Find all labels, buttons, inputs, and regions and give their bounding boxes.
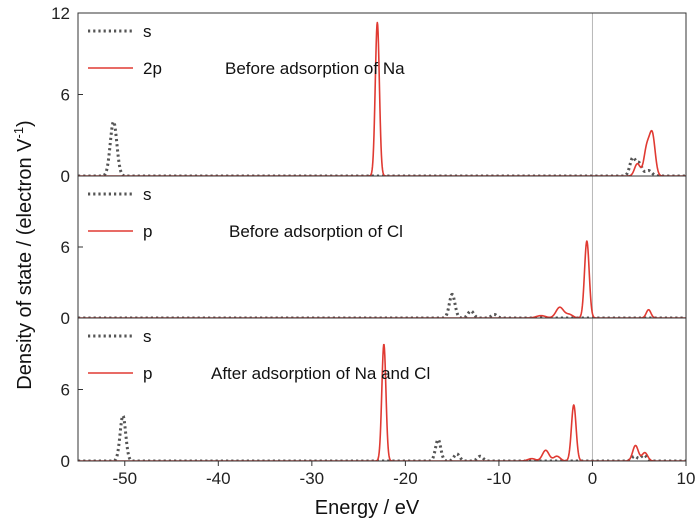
y-axis-title-close: )	[14, 120, 36, 127]
legend-label-2p: 2p	[143, 59, 162, 78]
panel-2: 0 6 sp Before adsorption of Cl	[61, 176, 686, 328]
y-tick-label: 12	[51, 4, 70, 23]
y-tick-label: 0	[61, 452, 70, 471]
y-tick-label: 6	[61, 238, 70, 257]
panel-annotation: Before adsorption of Cl	[229, 222, 403, 241]
y-tick-label: 6	[61, 86, 70, 105]
y-axis-title: Density of state / (electron V-1)	[11, 120, 36, 389]
x-tick-label: -30	[300, 469, 325, 488]
legend-label-s: s	[143, 327, 152, 346]
series-s-line	[78, 292, 686, 318]
y-axis-title-sup: -1	[11, 127, 26, 139]
series-p-line	[78, 343, 686, 461]
series-s-line	[78, 414, 686, 461]
y-tick-label: 0	[61, 309, 70, 328]
x-axis-title: Energy / eV	[315, 497, 420, 519]
x-tick-label: 10	[677, 469, 696, 488]
legend-label-s: s	[143, 22, 152, 41]
axes-layer: -50 -40 -30 -20 -10 0 10	[77, 12, 696, 488]
plot-frame	[77, 12, 687, 462]
panel-annotation: Before adsorption of Na	[225, 59, 405, 78]
x-tick-label: -10	[487, 469, 512, 488]
x-tick-label: -40	[206, 469, 231, 488]
legend-label-s: s	[143, 185, 152, 204]
panel-1: 0 6 12 s 2p Before adsorption of Na	[51, 4, 686, 186]
y-axis-title-main: Density of state / (electron V	[14, 138, 36, 390]
legend-label-p: p	[143, 364, 152, 383]
series-p-line	[78, 240, 686, 318]
panel-annotation: After adsorption of Na and Cl	[211, 364, 430, 383]
legend-label-p: p	[143, 222, 152, 241]
x-tick-label: -50	[112, 469, 137, 488]
x-tick-label: -20	[393, 469, 418, 488]
panel-3: 0 6 sp After adsorption of Na and Cl	[61, 318, 686, 471]
x-tick-label: 0	[588, 469, 597, 488]
series-2p-line	[78, 21, 686, 176]
y-tick-label: 6	[61, 381, 70, 400]
y-tick-label: 0	[61, 167, 70, 186]
